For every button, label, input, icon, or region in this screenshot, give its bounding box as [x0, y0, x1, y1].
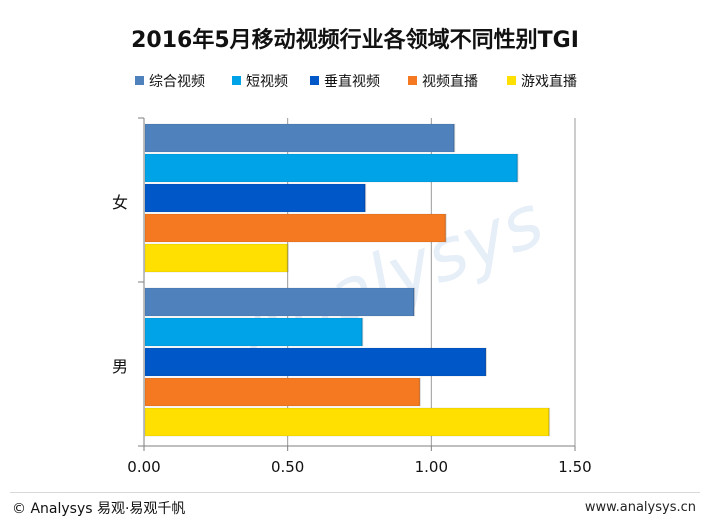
footer-url: www.analysys.cn: [584, 500, 696, 515]
legend-label: 综合视频: [149, 74, 205, 90]
chart-title: 2016年5月移动视频行业各领域不同性别TGI: [131, 28, 579, 53]
bar: [144, 213, 447, 243]
bar-edge: [286, 244, 289, 272]
bar-edge: [548, 408, 551, 436]
footer-divider: [10, 492, 700, 493]
legend-swatch: [507, 76, 516, 85]
bar: [144, 377, 421, 407]
axes: 女男 0.00 0.50 1.00 1.50: [112, 117, 592, 476]
bar: [144, 123, 455, 153]
legend-swatch: [310, 76, 319, 85]
bar: [144, 317, 363, 347]
bar: [144, 347, 487, 377]
legend: 综合视频 短视频 垂直视频 视频直播 游戏直播: [135, 73, 577, 90]
legend-label: 短视频: [246, 74, 288, 90]
x-tick-label: 0.50: [271, 458, 304, 476]
x-tick-label: 1.00: [415, 458, 448, 476]
bar: [144, 243, 289, 273]
bar-edge: [444, 214, 447, 242]
category-label: 女: [112, 193, 128, 212]
legend-swatch: [232, 76, 241, 85]
category-label: 男: [112, 357, 128, 376]
bar-edge: [418, 378, 421, 406]
legend-swatch: [135, 76, 144, 85]
bar-edge: [361, 318, 364, 346]
bar-edge: [484, 348, 487, 376]
legend-swatch: [408, 76, 417, 85]
bar-edge: [453, 124, 456, 152]
x-tick-label: 0.00: [127, 458, 160, 476]
bar: [144, 183, 366, 213]
footer-source: © Analysys 易观·易观千帆: [12, 501, 186, 517]
bar-edge: [516, 154, 519, 182]
bar: [144, 407, 550, 437]
legend-label: 视频直播: [422, 73, 478, 90]
bar-edge: [413, 288, 416, 316]
bar-edge: [364, 184, 367, 212]
legend-label: 游戏直播: [521, 73, 577, 90]
x-tick-label: 1.50: [558, 458, 591, 476]
legend-label: 垂直视频: [324, 73, 380, 90]
bars: [144, 123, 551, 437]
bar: [144, 153, 519, 183]
bar: [144, 287, 415, 317]
